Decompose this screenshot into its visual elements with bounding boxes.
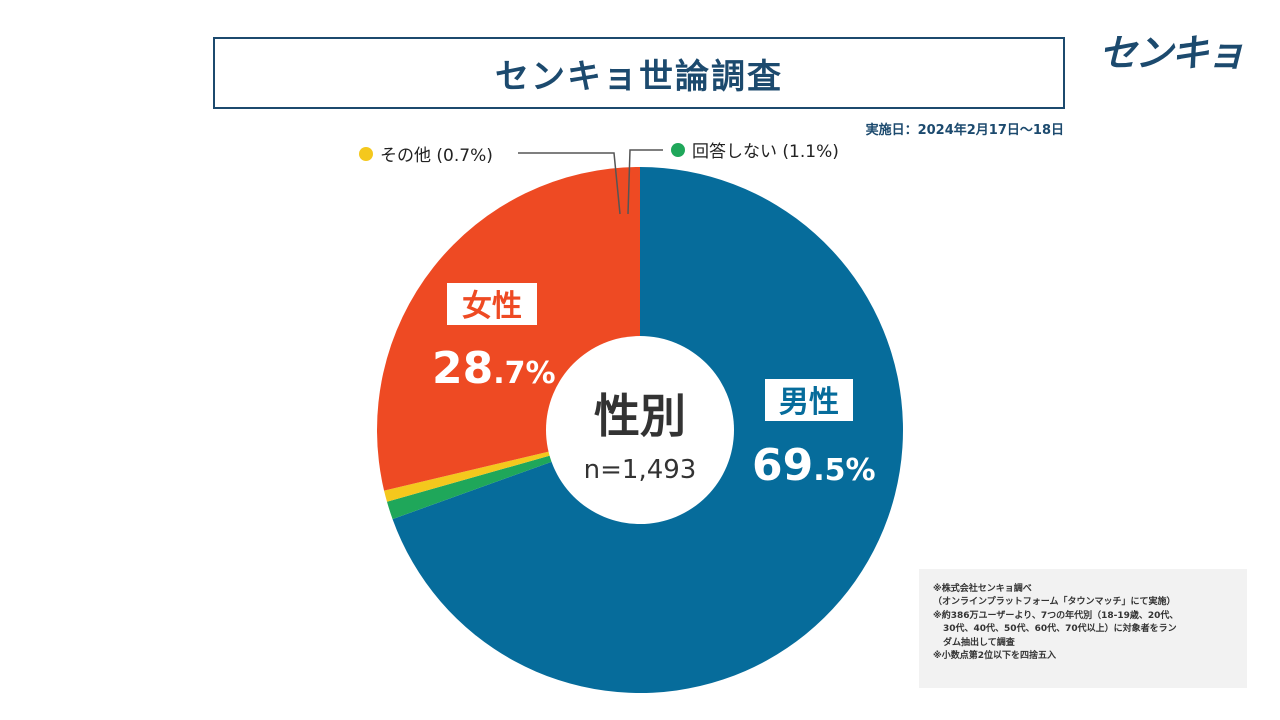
footnote-line: （オンラインプラットフォーム「タウンマッチ」にて実施） — [933, 597, 1176, 608]
brand-logo-text: センキョ — [1098, 30, 1245, 75]
title-box: センキョ世論調査 — [213, 37, 1065, 109]
male-value-dec: .5% — [813, 453, 875, 488]
male-value: 69.5% — [752, 440, 876, 491]
footnote-line: 30代、40代、50代、60代、70代以上）に対象者をラン — [943, 624, 1177, 635]
leader-line-other — [518, 152, 621, 215]
brand-logo: センキョ — [1096, 24, 1246, 75]
male-label: 男性 — [779, 385, 839, 420]
female-value-int: 28 — [432, 343, 493, 394]
page-title: センキョ世論調査 — [495, 56, 783, 97]
footnote-line: ※小数点第2位以下を四捨五入 — [933, 651, 1057, 662]
survey-date: 実施日：2024年2月17日～18日 — [865, 123, 1064, 138]
footnote-line: ※約386万ユーザーより、7つの年代別（18-19歳、20代、 — [933, 610, 1179, 621]
female-label-bg — [447, 283, 537, 325]
pie-center-hole — [546, 336, 734, 524]
female-value: 28.7% — [432, 343, 556, 394]
leader-line-no-answer — [627, 149, 663, 215]
label-no-answer: 回答しない (1.1%) — [692, 142, 839, 162]
center-subtitle: n=1,493 — [584, 455, 697, 485]
male-value-int: 69 — [752, 440, 813, 491]
female-value-dec: .7% — [493, 356, 555, 391]
footnote-line: ダム抽出して調査 — [943, 637, 1015, 648]
male-label-bg — [765, 379, 853, 421]
legend-dot-other — [359, 147, 373, 161]
footnote-line: ※株式会社センキョ調べ — [933, 584, 1032, 594]
legend-dot-no-answer — [671, 143, 685, 157]
label-other: その他 (0.7%) — [380, 146, 493, 166]
center-title: 性別 — [594, 389, 686, 443]
female-label: 女性 — [462, 289, 522, 324]
footnote-box: ※株式会社センキョ調べ （オンラインプラットフォーム「タウンマッチ」にて実施） … — [919, 569, 1247, 688]
